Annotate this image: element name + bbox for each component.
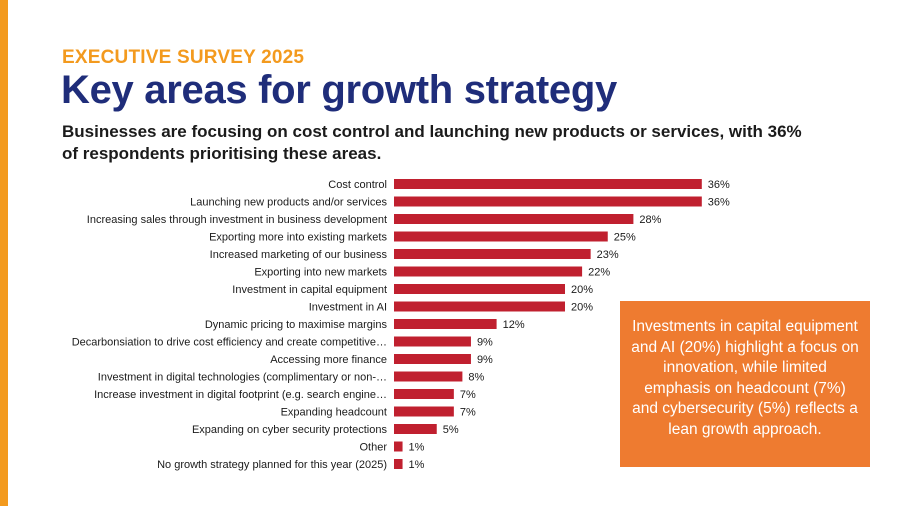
bar — [394, 301, 565, 312]
category-label: Expanding headcount — [281, 407, 387, 419]
bar — [394, 196, 702, 207]
bar — [394, 231, 608, 242]
category-label: Cost control — [328, 179, 387, 191]
value-label: 1% — [409, 459, 425, 471]
category-label: Investment in digital technologies (comp… — [98, 372, 387, 384]
category-label: Investment in capital equipment — [232, 284, 387, 296]
category-label: Investment in AI — [309, 302, 387, 314]
value-label: 12% — [503, 319, 525, 331]
category-label: No growth strategy planned for this year… — [157, 459, 387, 471]
insight-callout: Investments in capital equipment and AI … — [620, 301, 870, 467]
category-label: Expanding on cyber security protections — [192, 424, 388, 436]
value-label: 20% — [571, 284, 593, 296]
bar — [394, 441, 403, 452]
value-label: 25% — [614, 232, 636, 244]
value-label: 7% — [460, 389, 476, 401]
bar — [394, 389, 454, 399]
value-label: 9% — [477, 337, 493, 349]
page-title: Key areas for growth strategy — [61, 68, 617, 112]
bar — [394, 214, 634, 224]
accent-bar — [0, 0, 8, 506]
bar — [394, 336, 471, 347]
value-label: 20% — [571, 302, 593, 314]
value-label: 23% — [597, 249, 619, 261]
bar — [394, 459, 403, 469]
category-label: Exporting more into existing markets — [209, 232, 387, 244]
page-subtitle: Businesses are focusing on cost control … — [62, 122, 802, 163]
category-label: Launching new products and/or services — [190, 197, 387, 209]
category-label: Dynamic pricing to maximise margins — [205, 319, 388, 331]
category-label: Increase investment in digital footprint… — [94, 389, 387, 401]
bar — [394, 319, 497, 329]
category-label: Accessing more finance — [270, 354, 387, 366]
category-label: Decarbonsiation to drive cost efficiency… — [72, 337, 387, 349]
category-label: Increased marketing of our business — [210, 249, 388, 261]
bar — [394, 284, 565, 294]
value-label: 5% — [443, 424, 459, 436]
bar — [394, 406, 454, 417]
bar — [394, 354, 471, 364]
category-label: Increasing sales through investment in b… — [87, 214, 387, 226]
value-label: 36% — [708, 197, 730, 209]
bar — [394, 371, 463, 382]
bar — [394, 249, 591, 259]
eyebrow-label: EXECUTIVE SURVEY 2025 — [62, 47, 305, 68]
bar — [394, 424, 437, 434]
value-label: 36% — [708, 179, 730, 191]
value-label: 8% — [468, 372, 484, 384]
value-label: 7% — [460, 407, 476, 419]
category-label: Exporting into new markets — [254, 267, 387, 279]
bar — [394, 266, 583, 277]
value-label: 1% — [409, 442, 425, 454]
bar — [394, 179, 702, 189]
value-label: 22% — [588, 267, 610, 279]
category-label: Other — [359, 442, 387, 454]
value-label: 9% — [477, 354, 493, 366]
value-label: 28% — [639, 214, 661, 226]
callout-text: Investments in capital equipment and AI … — [631, 318, 859, 438]
